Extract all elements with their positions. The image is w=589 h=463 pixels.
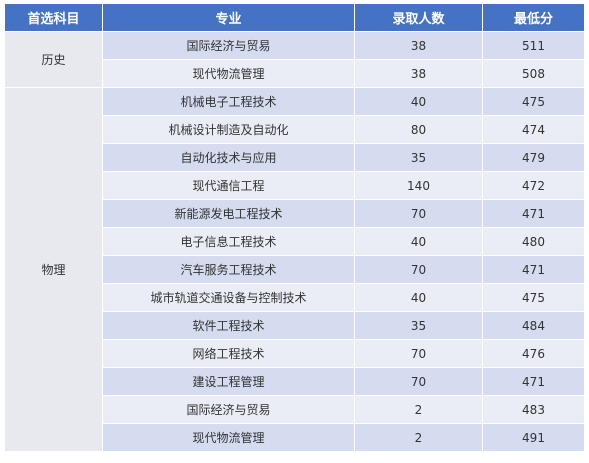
table-row: 自动化技术与应用 35 479 (5, 143, 585, 172)
min-score-cell: 476 (482, 339, 585, 368)
major-cell: 机械电子工程技术 (102, 87, 355, 116)
min-score-cell: 472 (482, 171, 585, 200)
major-cell: 电子信息工程技术 (102, 227, 355, 256)
count-cell: 38 (354, 31, 483, 60)
min-score-cell: 480 (482, 227, 585, 256)
count-cell: 35 (354, 143, 483, 172)
min-score-cell: 475 (482, 87, 585, 116)
count-cell: 38 (354, 59, 483, 88)
major-cell: 汽车服务工程技术 (102, 255, 355, 284)
header-min-score: 最低分 (482, 3, 585, 32)
table-header-row: 首选科目 专业 录取人数 最低分 (4, 3, 585, 32)
major-cell: 新能源发电工程技术 (102, 199, 355, 228)
major-cell: 机械设计制造及自动化 (102, 115, 355, 144)
table-row: 现代物流管理 38 508 (5, 59, 585, 88)
table-row: 现代物流管理 2 491 (5, 423, 585, 452)
count-cell: 35 (354, 311, 483, 340)
major-cell: 软件工程技术 (102, 311, 355, 340)
major-cell: 现代物流管理 (102, 59, 355, 88)
subject-cell: 物理 (4, 87, 103, 452)
subject-cell: 历史 (4, 31, 103, 88)
min-score-cell: 471 (482, 367, 585, 396)
count-cell: 70 (354, 199, 483, 228)
table-row: 机械设计制造及自动化 80 474 (5, 115, 585, 144)
min-score-cell: 511 (482, 31, 585, 60)
header-major: 专业 (102, 3, 355, 32)
table-row: 软件工程技术 35 484 (5, 311, 585, 340)
table-row: 现代通信工程 140 472 (5, 171, 585, 200)
count-cell: 40 (354, 283, 483, 312)
count-cell: 40 (354, 87, 483, 116)
count-cell: 70 (354, 255, 483, 284)
table-row: 历史 国际经济与贸易 38 511 (4, 31, 585, 88)
major-cell: 现代物流管理 (102, 423, 355, 452)
table-row: 城市轨道交通设备与控制技术 40 475 (5, 283, 585, 312)
header-subject: 首选科目 (4, 3, 103, 32)
min-score-cell: 484 (482, 311, 585, 340)
min-score-cell: 483 (482, 395, 585, 424)
table-row: 国际经济与贸易 2 483 (5, 395, 585, 424)
min-score-cell: 491 (482, 423, 585, 452)
min-score-cell: 475 (482, 283, 585, 312)
count-cell: 140 (354, 171, 483, 200)
min-score-cell: 508 (482, 59, 585, 88)
min-score-cell: 474 (482, 115, 585, 144)
major-cell: 城市轨道交通设备与控制技术 (102, 283, 355, 312)
count-cell: 2 (354, 395, 483, 424)
major-cell: 国际经济与贸易 (102, 31, 355, 60)
count-cell: 40 (354, 227, 483, 256)
min-score-cell: 471 (482, 199, 585, 228)
admission-score-table: 首选科目 专业 录取人数 最低分 历史 国际经济与贸易 38 511 现代物流管… (4, 3, 585, 452)
table-row: 新能源发电工程技术 70 471 (5, 199, 585, 228)
major-cell: 建设工程管理 (102, 367, 355, 396)
min-score-cell: 479 (482, 143, 585, 172)
header-count: 录取人数 (354, 3, 483, 32)
table-row: 建设工程管理 70 471 (5, 367, 585, 396)
count-cell: 2 (354, 423, 483, 452)
count-cell: 80 (354, 115, 483, 144)
count-cell: 70 (354, 367, 483, 396)
major-cell: 国际经济与贸易 (102, 395, 355, 424)
min-score-cell: 471 (482, 255, 585, 284)
major-cell: 自动化技术与应用 (102, 143, 355, 172)
table-row: 物理 机械电子工程技术 40 475 (4, 87, 585, 452)
major-cell: 现代通信工程 (102, 171, 355, 200)
admission-table-container: 首选科目 专业 录取人数 最低分 历史 国际经济与贸易 38 511 现代物流管… (4, 3, 585, 452)
table-row: 汽车服务工程技术 70 471 (5, 255, 585, 284)
count-cell: 70 (354, 339, 483, 368)
major-cell: 网络工程技术 (102, 339, 355, 368)
